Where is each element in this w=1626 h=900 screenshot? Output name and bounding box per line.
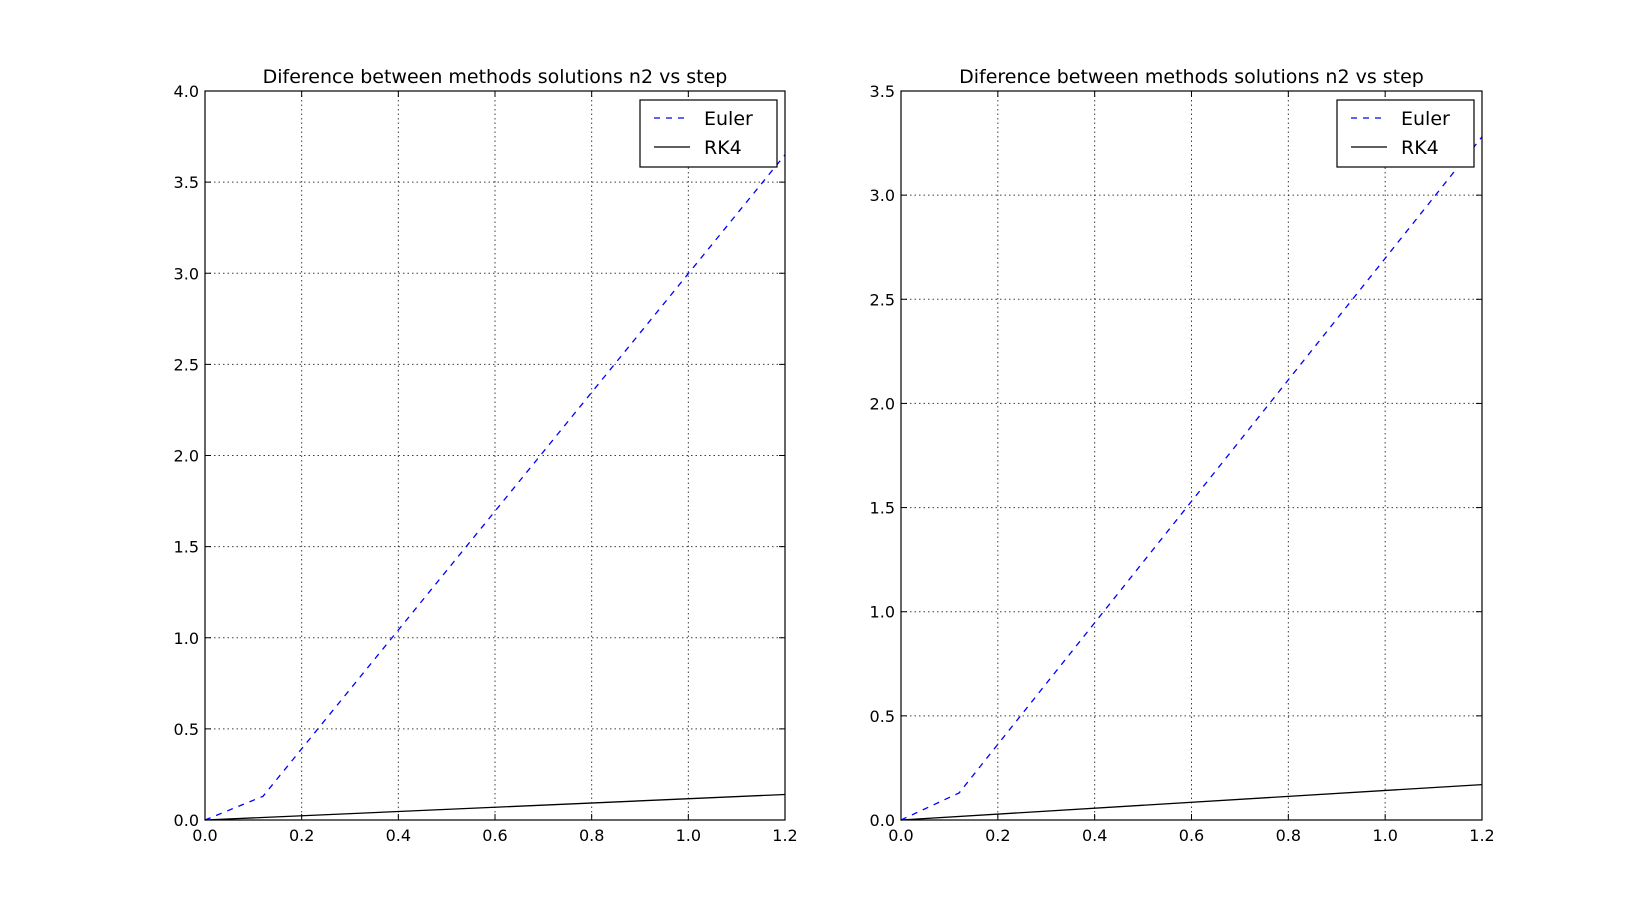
x-tick-label: 1.0 (676, 826, 701, 845)
x-tick-label: 0.8 (579, 826, 604, 845)
y-tick-label: 1.0 (174, 629, 199, 648)
chart-title: Diference between methods solutions n2 v… (959, 66, 1424, 88)
y-tick-label: 0.5 (870, 707, 895, 726)
y-tick-label: 1.5 (174, 538, 199, 557)
series-line-rk4 (900, 783, 1483, 821)
x-tick-label: 1.0 (1372, 826, 1397, 845)
y-tick-label: 3.0 (870, 186, 895, 205)
y-tick-label: 3.5 (174, 173, 199, 192)
x-tick-label: 0.0 (192, 826, 217, 845)
x-tick-label: 0.2 (289, 826, 314, 845)
y-tick-label: 3.5 (870, 82, 895, 101)
chart-right: 0.0 0.2 0.4 0.6 0.8 1.0 1.2 0.0 0.5 1.0 1.5 2.0 2.5 3… (870, 66, 1495, 845)
y-tick-label: 0.5 (174, 720, 199, 739)
y-tick-label: 3.0 (174, 264, 199, 283)
y-tick-label: 2.0 (870, 394, 895, 413)
legend-box (639, 99, 778, 168)
series-line-euler (204, 154, 786, 821)
legend-label-rk4: RK4 (704, 137, 742, 159)
legend-label-euler: Euler (704, 108, 753, 130)
x-tick-label: 1.2 (772, 826, 797, 845)
x-tick-label: 0.4 (386, 826, 411, 845)
y-tick-label: 0.0 (870, 811, 895, 830)
x-tick-label: 0.6 (1179, 826, 1204, 845)
chart-title: Diference between methods solutions n2 v… (263, 66, 728, 88)
legend-box (1336, 99, 1475, 168)
legend: Euler RK4 (1336, 99, 1475, 168)
legend-label-rk4: RK4 (1401, 137, 1439, 159)
y-tick-label: 1.5 (870, 499, 895, 518)
series-line-rk4 (204, 793, 786, 821)
legend-label-euler: Euler (1401, 108, 1450, 130)
y-tick-label: 2.0 (174, 447, 199, 466)
plot-frame (204, 90, 786, 821)
legend: Euler RK4 (639, 99, 778, 168)
y-tick-label: 2.5 (174, 355, 199, 374)
chart-left: 0.0 0.2 0.4 0.6 0.8 1.0 1.2 0.0 0.5 1.0 1.5 2.0 2.5 3… (174, 66, 798, 845)
y-tick-label: 0.0 (174, 811, 199, 830)
series-line-euler (900, 136, 1483, 821)
x-tick-label: 0.0 (888, 826, 913, 845)
y-tick-label: 1.0 (870, 603, 895, 622)
x-tick-label: 0.8 (1276, 826, 1301, 845)
x-tick-label: 0.6 (482, 826, 507, 845)
y-tick-label: 2.5 (870, 290, 895, 309)
x-tick-label: 1.2 (1469, 826, 1494, 845)
x-tick-label: 0.4 (1082, 826, 1107, 845)
y-tick-label: 4.0 (174, 82, 199, 101)
plot-frame (900, 90, 1483, 821)
x-tick-label: 0.2 (985, 826, 1010, 845)
